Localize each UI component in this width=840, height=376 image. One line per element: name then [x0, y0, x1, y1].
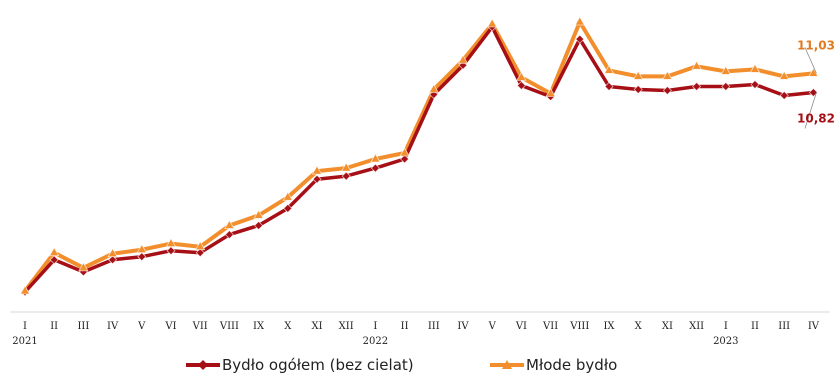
data-point-series-0: [166, 246, 176, 256]
data-point-series-1: [487, 18, 498, 28]
data-point-series-0: [224, 230, 234, 240]
end-label-1: 10,82: [797, 112, 835, 126]
data-point-series-1: [779, 70, 790, 80]
x-year-label: 2022: [363, 336, 388, 347]
x-tick-label: XII: [339, 321, 354, 332]
data-point-series-1: [574, 16, 585, 26]
x-tick-label: III: [778, 321, 790, 332]
data-point-series-1: [633, 70, 644, 80]
data-point-series-0: [283, 203, 293, 213]
x-tick-label: VI: [515, 321, 527, 332]
x-tick-label: VI: [164, 321, 176, 332]
x-tick-label: X: [635, 321, 643, 332]
x-tick-label: I: [23, 321, 27, 332]
data-point-series-0: [779, 90, 789, 101]
x-tick-label: XI: [311, 321, 322, 332]
data-point-series-0: [604, 81, 614, 92]
data-point-series-1: [224, 219, 235, 229]
data-point-series-0: [137, 252, 147, 262]
x-tick-label: II: [751, 321, 759, 332]
series-line-0: [23, 25, 816, 294]
x-tick-label: VIII: [569, 321, 589, 332]
data-point-series-1: [136, 243, 147, 254]
legend-label-series-1: Młode bydło: [526, 356, 618, 374]
data-point-series-1: [165, 237, 177, 248]
data-point-series-1: [195, 240, 206, 251]
data-point-series-1: [341, 162, 352, 172]
data-point-series-1: [662, 70, 673, 80]
data-point-series-1: [691, 60, 702, 70]
data-point-series-1: [370, 153, 381, 163]
data-point-series-1: [78, 261, 89, 272]
data-point-series-0: [575, 34, 585, 44]
x-tick-label: VII: [192, 321, 208, 332]
x-tick-label: IV: [457, 321, 469, 332]
data-point-series-0: [633, 84, 643, 95]
data-point-series-0: [341, 171, 351, 181]
data-point-series-0: [254, 220, 264, 231]
legend: Bydło ogółem (bez cielat) Młode bydło: [0, 356, 840, 376]
data-point-series-1: [282, 191, 293, 201]
x-tick-label: IV: [107, 321, 119, 332]
x-tick-label: IV: [808, 321, 820, 332]
data-point-series-1: [253, 209, 264, 219]
x-tick-label: V: [488, 321, 497, 332]
legend-swatch-series-1: [490, 358, 524, 372]
x-tick-label: VII: [542, 321, 558, 332]
x-tick-label: XII: [689, 321, 704, 332]
x-year-label: 2021: [12, 336, 37, 347]
x-tick-label: V: [137, 321, 146, 332]
data-point-series-0: [49, 255, 59, 265]
data-point-series-0: [692, 81, 702, 92]
end-label-0: 11,03: [797, 38, 835, 52]
data-point-series-0: [750, 79, 760, 90]
x-year-label: 2023: [713, 336, 738, 347]
x-tick-label: X: [284, 321, 292, 332]
x-tick-label: II: [401, 321, 409, 332]
data-point-series-0: [370, 163, 380, 173]
data-point-series-0: [195, 248, 205, 258]
x-tick-label: I: [373, 321, 377, 332]
x-tick-label: IX: [253, 321, 265, 332]
legend-item-series-0: Bydło ogółem (bez cielat): [186, 356, 414, 374]
data-point-series-1: [545, 87, 556, 97]
x-tick-label: II: [50, 321, 58, 332]
legend-swatch-series-0: [186, 358, 220, 372]
x-tick-label: IX: [603, 321, 615, 332]
x-tick-label: III: [428, 321, 440, 332]
data-point-series-1: [19, 285, 31, 295]
data-point-series-1: [720, 65, 731, 75]
data-point-series-1: [428, 83, 439, 93]
data-point-series-1: [516, 71, 527, 81]
data-point-series-0: [458, 60, 468, 70]
series-line-1: [23, 20, 816, 293]
data-point-series-1: [457, 54, 469, 64]
data-point-series-1: [107, 247, 118, 258]
x-tick-label: III: [77, 321, 89, 332]
data-point-series-1: [399, 147, 410, 157]
data-point-series-1: [603, 64, 615, 74]
x-tick-label: XI: [662, 321, 673, 332]
data-point-series-1: [49, 246, 60, 257]
data-point-series-1: [311, 165, 323, 175]
data-point-series-0: [108, 255, 118, 265]
data-point-series-0: [721, 81, 731, 92]
end-label-leader-1: [804, 92, 817, 129]
data-point-series-0: [662, 85, 672, 96]
data-point-series-1: [749, 63, 761, 73]
legend-item-series-1: Młode bydło: [490, 356, 617, 374]
x-tick-label: VIII: [219, 321, 239, 332]
data-point-series-0: [312, 174, 322, 184]
legend-label-series-0: Bydło ogółem (bez cielat): [222, 356, 414, 374]
end-label-leader-0: [804, 47, 817, 74]
x-tick-label: I: [724, 321, 728, 332]
data-point-series-0: [516, 80, 526, 91]
data-point-series-0: [400, 154, 410, 164]
